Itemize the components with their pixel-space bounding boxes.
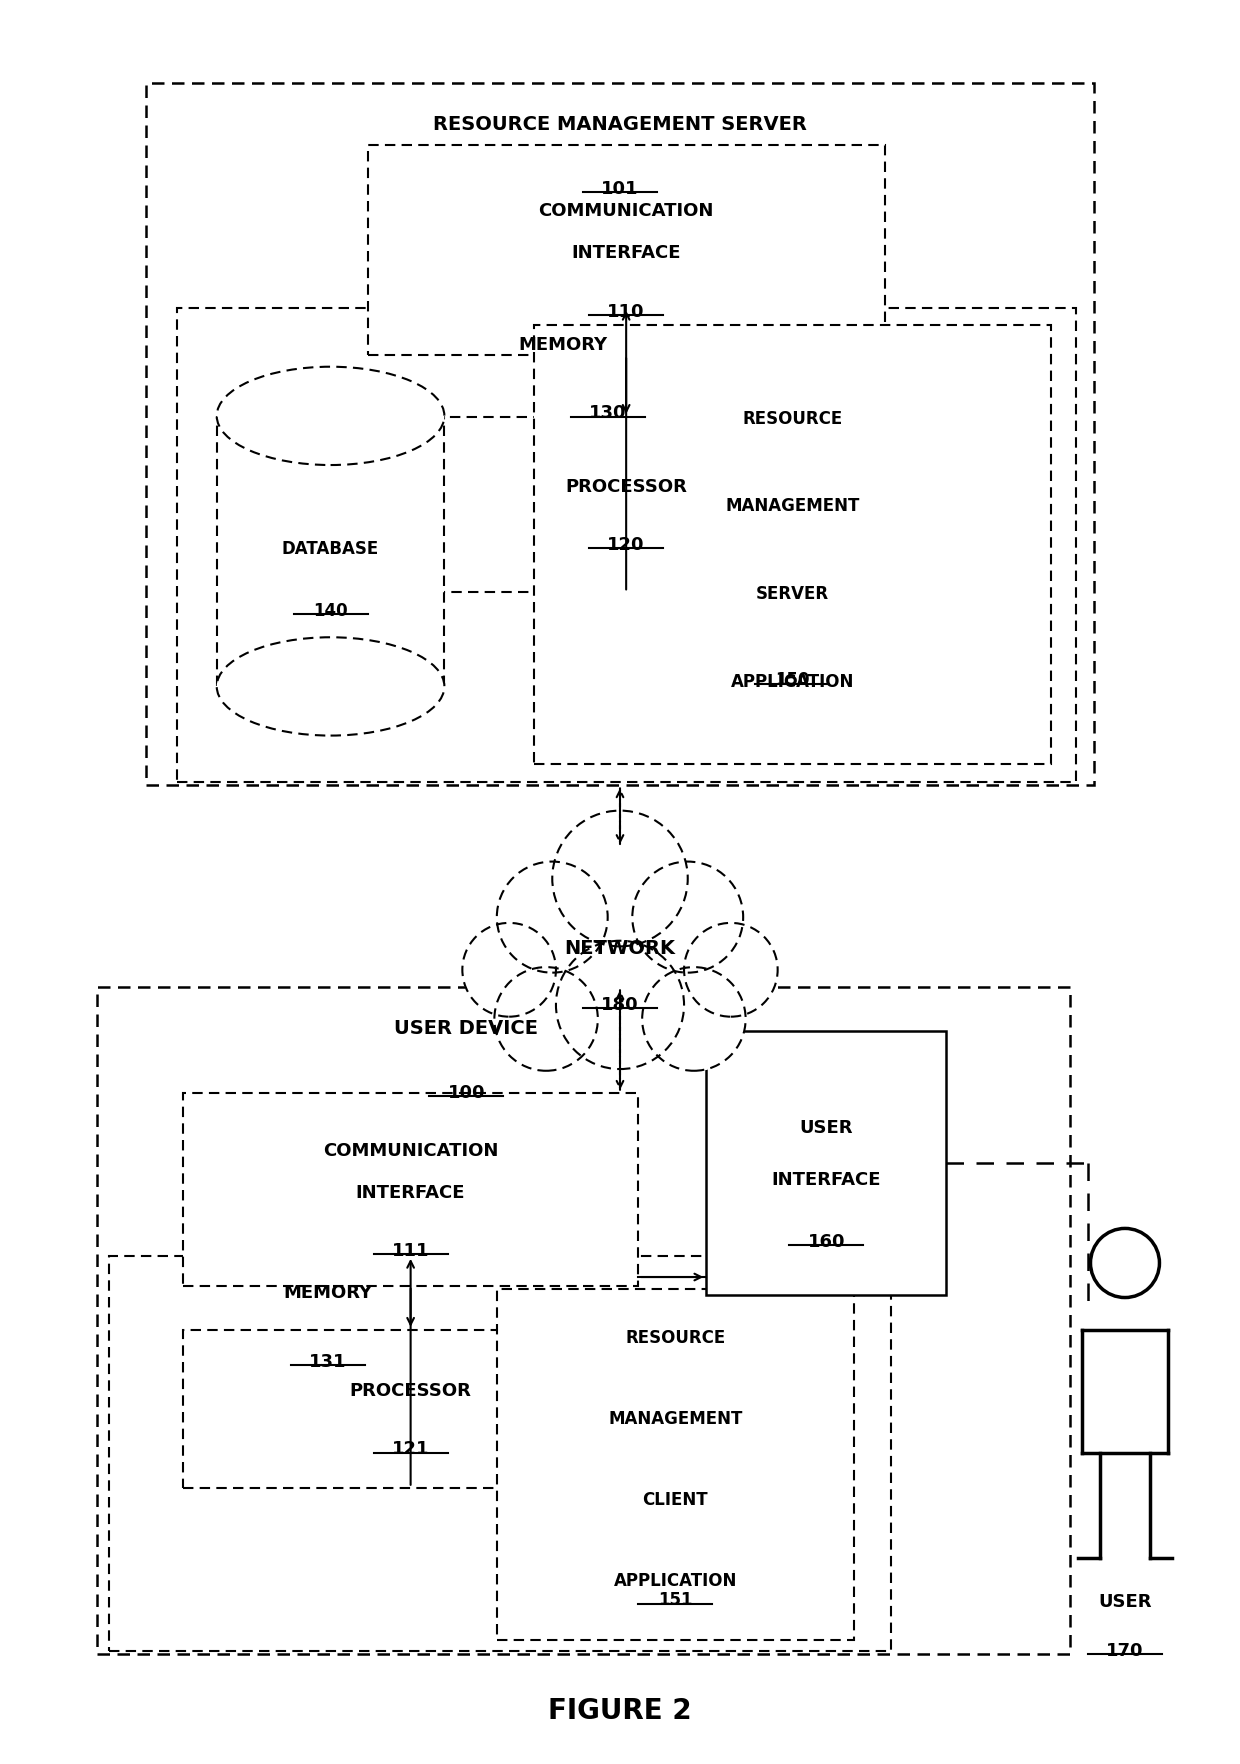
Text: INTERFACE: INTERFACE — [771, 1171, 882, 1189]
Text: USER: USER — [800, 1118, 853, 1136]
Text: INTERFACE: INTERFACE — [356, 1184, 465, 1201]
Text: 140: 140 — [314, 602, 348, 619]
Text: 130: 130 — [589, 404, 627, 422]
Text: USER DEVICE: USER DEVICE — [394, 1020, 538, 1037]
Text: INTERFACE: INTERFACE — [572, 245, 681, 263]
Text: 120: 120 — [608, 536, 645, 554]
Text: FIGURE 2: FIGURE 2 — [548, 1697, 692, 1725]
Ellipse shape — [217, 367, 444, 466]
Text: 151: 151 — [658, 1591, 693, 1609]
Text: DATABASE: DATABASE — [281, 540, 379, 557]
Text: 150: 150 — [775, 672, 810, 690]
Bar — [182, 1092, 639, 1286]
Text: NETWORK: NETWORK — [564, 938, 676, 958]
Ellipse shape — [556, 940, 684, 1069]
Text: APPLICATION: APPLICATION — [730, 672, 854, 691]
Text: 170: 170 — [1106, 1642, 1143, 1660]
Text: RESOURCE MANAGEMENT SERVER: RESOURCE MANAGEMENT SERVER — [433, 115, 807, 134]
Ellipse shape — [463, 923, 556, 1016]
Text: 111: 111 — [392, 1242, 429, 1259]
Bar — [176, 309, 1076, 781]
Text: RESOURCE: RESOURCE — [625, 1330, 725, 1348]
Text: MANAGEMENT: MANAGEMENT — [609, 1409, 743, 1429]
Bar — [146, 83, 1094, 785]
Ellipse shape — [684, 923, 777, 1016]
Text: COMMUNICATION: COMMUNICATION — [322, 1141, 498, 1159]
Ellipse shape — [497, 861, 608, 972]
Text: CLIENT: CLIENT — [642, 1491, 708, 1508]
Bar — [367, 145, 885, 355]
Text: RESOURCE: RESOURCE — [743, 409, 842, 427]
Ellipse shape — [485, 829, 755, 1110]
Ellipse shape — [642, 967, 745, 1071]
Bar — [367, 416, 885, 593]
Text: 160: 160 — [807, 1233, 844, 1251]
Text: 110: 110 — [608, 303, 645, 321]
Text: APPLICATION: APPLICATION — [614, 1572, 737, 1589]
Text: USER: USER — [1099, 1593, 1152, 1611]
Text: 180: 180 — [601, 997, 639, 1014]
Text: MANAGEMENT: MANAGEMENT — [725, 497, 859, 515]
Ellipse shape — [495, 967, 598, 1071]
Text: COMMUNICATION: COMMUNICATION — [538, 203, 714, 220]
Bar — [97, 988, 1070, 1655]
Text: PROCESSOR: PROCESSOR — [350, 1383, 471, 1401]
Ellipse shape — [217, 637, 444, 736]
Text: MEMORY: MEMORY — [283, 1284, 372, 1302]
Text: 121: 121 — [392, 1439, 429, 1459]
Text: 100: 100 — [448, 1083, 485, 1102]
Text: 101: 101 — [601, 180, 639, 198]
Bar — [182, 1330, 639, 1487]
Text: MEMORY: MEMORY — [518, 335, 608, 355]
Ellipse shape — [1090, 1228, 1159, 1298]
Text: PROCESSOR: PROCESSOR — [565, 478, 687, 496]
Text: SERVER: SERVER — [756, 586, 830, 603]
Bar — [217, 416, 444, 686]
Ellipse shape — [552, 811, 688, 946]
Bar — [109, 1256, 892, 1651]
Ellipse shape — [632, 861, 743, 972]
Bar — [707, 1032, 946, 1295]
Text: 131: 131 — [309, 1353, 347, 1371]
Bar — [497, 1289, 854, 1641]
Bar — [533, 325, 1052, 764]
